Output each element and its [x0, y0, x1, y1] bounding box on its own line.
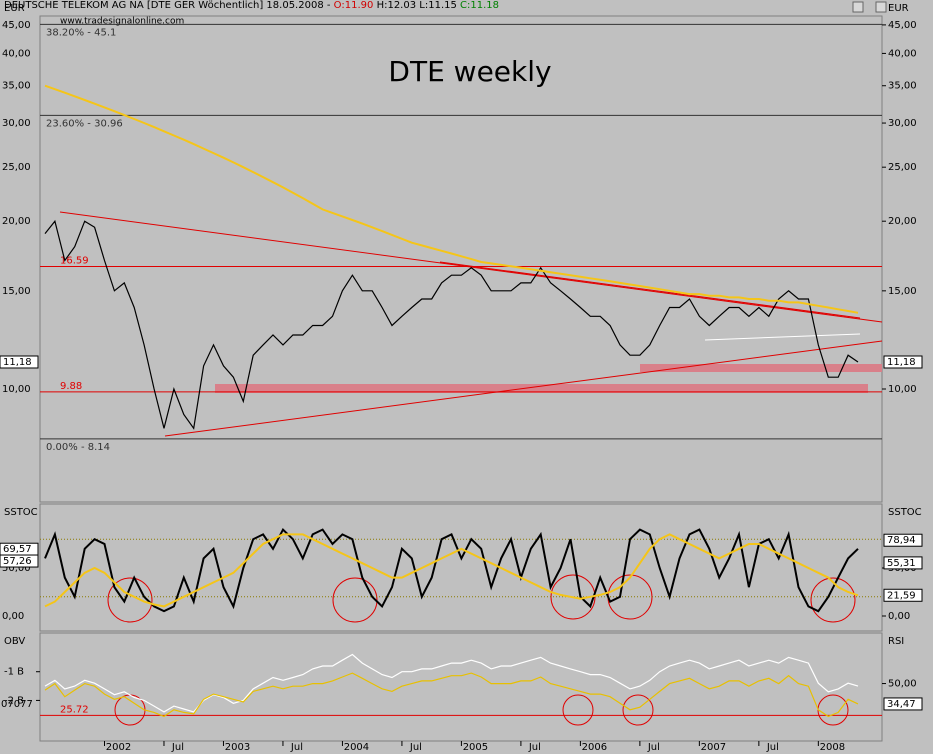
series-line — [44, 527, 859, 613]
panel-title: OBV — [4, 636, 25, 647]
value-tag — [0, 554, 39, 568]
zone — [215, 384, 868, 393]
trendline — [439, 261, 861, 319]
circle — [810, 577, 856, 623]
series-line — [44, 653, 859, 713]
value-tag-label: 11,18 — [887, 357, 916, 368]
header: DEUTSCHE TELEKOM AG NA [DTE GER Wöchentl… — [4, 0, 499, 11]
value-tag-label: 57,26 — [3, 556, 32, 567]
series-line — [44, 533, 859, 608]
rsi-panel — [39, 632, 883, 742]
value-tag — [883, 588, 923, 602]
y-tick-label: 50,00 — [888, 679, 917, 690]
high: H:12.03 — [376, 0, 417, 11]
value-tag-label: 69,57 — [3, 544, 32, 555]
close: C:11.18 — [460, 0, 500, 11]
x-tick-label: 2002 — [106, 742, 131, 753]
x-tick-label: Jul — [171, 742, 184, 753]
x-tick-label: 2007 — [701, 742, 726, 753]
circle — [622, 694, 654, 726]
x-tick-label: Jul — [409, 742, 422, 753]
trendline — [59, 211, 883, 323]
value-tag — [883, 533, 923, 547]
y-tick-label: 25,00 — [888, 162, 917, 173]
y-tick-label: 35,00 — [888, 81, 917, 92]
value-tag-label: 34,47 — [887, 699, 916, 710]
y-tick-label: 45,00 — [888, 20, 917, 31]
low: L:11.15 — [419, 0, 457, 11]
value-tag — [883, 697, 923, 711]
y-tick-label: 10,00 — [2, 384, 31, 395]
level-label: 25.72 — [60, 704, 89, 715]
y-tick-label: 30,00 — [888, 118, 917, 129]
x-tick-label: 2006 — [582, 742, 607, 753]
value-tag-label: 21,59 — [887, 590, 916, 601]
level-label: 16.59 — [60, 255, 89, 266]
y-tick-label: 40,00 — [888, 48, 917, 59]
x-tick-label: 2003 — [225, 742, 250, 753]
fib-label: 38.20% - 45.1 — [46, 27, 116, 38]
value-tag-label: 55,31 — [887, 558, 916, 569]
x-tick-label: 2004 — [344, 742, 369, 753]
header-text: DEUTSCHE TELEKOM AG NA [DTE GER Wöchentl… — [4, 0, 331, 11]
y-tick-label: 0,00 — [888, 611, 910, 622]
x-tick-label: Jul — [766, 742, 779, 753]
y-tick-label: 0,00 — [2, 611, 24, 622]
zone — [640, 364, 882, 372]
trendline — [164, 340, 883, 437]
x-tick-label: 2005 — [463, 742, 488, 753]
circle — [332, 577, 378, 623]
series-line — [44, 84, 859, 314]
series-line — [44, 219, 859, 430]
level-label: 9.88 — [60, 381, 82, 392]
x-tick-label: 2008 — [820, 742, 845, 753]
sstoc-panel — [39, 503, 883, 632]
obv-value: 07077 — [1, 699, 33, 710]
y-tick-label: 20,00 — [888, 216, 917, 227]
fib-label: 23.60% - 30.96 — [46, 118, 123, 129]
unit-right: EUR — [888, 3, 909, 14]
value-tag — [883, 355, 923, 369]
y-tick-label: 25,00 — [2, 162, 31, 173]
open: O:11.90 — [333, 0, 374, 11]
y-tick-label: 40,00 — [2, 48, 31, 59]
value-tag-label: 11,18 — [3, 357, 32, 368]
y-tick-label: 15,00 — [888, 286, 917, 297]
y-tick-label: 15,00 — [2, 286, 31, 297]
fib-label: 0.00% - 8.14 — [46, 442, 110, 453]
window-button[interactable] — [852, 1, 864, 13]
watermark: www.tradesignalonline.com — [60, 17, 184, 27]
series-line — [44, 672, 859, 718]
y-tick-label: 45,00 — [2, 20, 31, 31]
panel-title: SSTOC — [888, 507, 922, 518]
y-tick-label: 20,00 — [2, 216, 31, 227]
panel-title: RSI — [888, 636, 904, 647]
value-tag-label: 78,94 — [887, 535, 916, 546]
x-tick-label: Jul — [290, 742, 303, 753]
y2-tick-label: -1 B — [4, 667, 24, 678]
y-tick-label: 30,00 — [2, 118, 31, 129]
circle — [107, 577, 153, 623]
y-tick-label: 50,00 — [2, 563, 31, 574]
price-panel — [39, 15, 883, 503]
y-tick-label: 35,00 — [2, 81, 31, 92]
circle — [562, 694, 594, 726]
window-button[interactable] — [875, 1, 887, 13]
value-tag — [0, 355, 39, 369]
trendline — [704, 333, 861, 341]
value-tag — [883, 556, 923, 570]
unit-left: EUR — [4, 3, 25, 14]
x-tick-label: Jul — [647, 742, 660, 753]
y2-tick-label: -2 B — [4, 695, 24, 706]
y-tick-label: 10,00 — [888, 384, 917, 395]
panel-title: SSTOC — [4, 507, 38, 518]
chart-title: DTE weekly — [388, 55, 551, 88]
x-tick-label: Jul — [528, 742, 541, 753]
